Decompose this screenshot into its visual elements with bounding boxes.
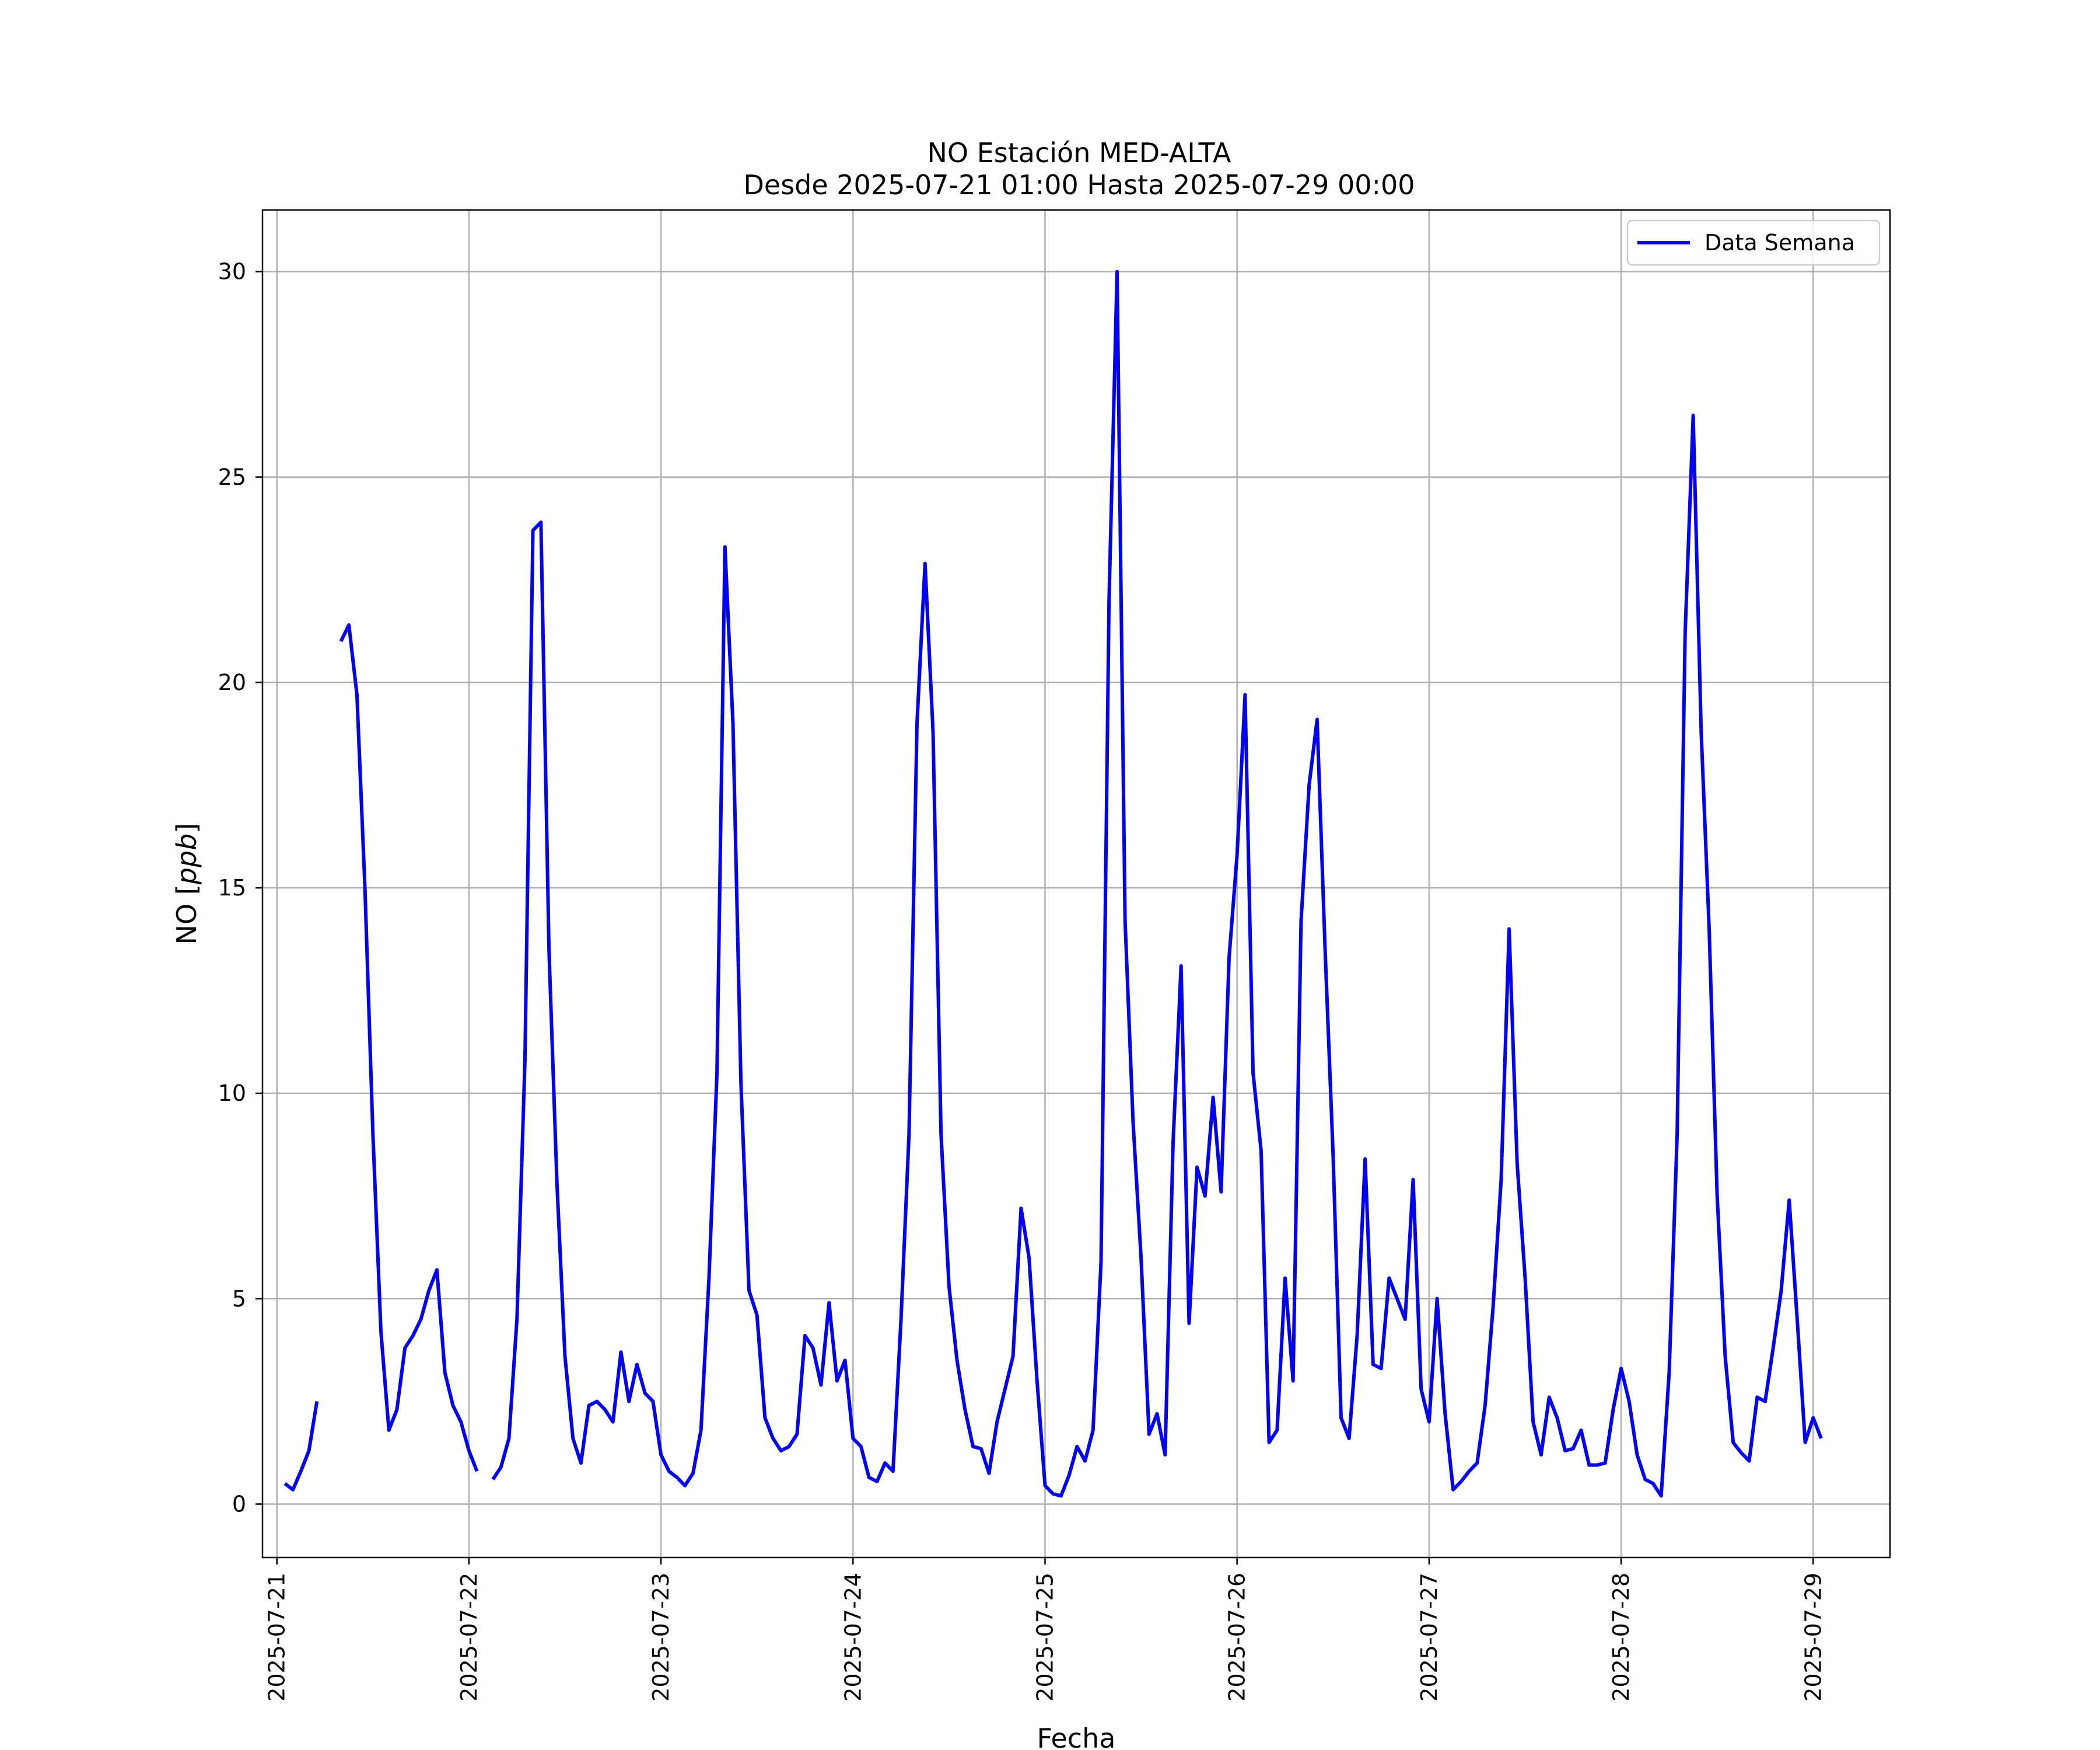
x-tick-label: 2025-07-25: [1032, 1573, 1058, 1702]
y-axis-label: NO [ppb]: [171, 823, 202, 945]
series-layer: [284, 270, 1823, 1498]
legend-label-data-semana: Data Semana: [1704, 230, 1855, 256]
plot-area-frame: [261, 209, 1891, 1559]
x-tick-label: 2025-07-23: [648, 1573, 674, 1702]
series-line-data-semana: [284, 270, 1823, 1498]
y-axis-label-prefix: NO [: [171, 884, 202, 944]
chart-title-line-2: Desde 2025-07-21 01:00 Hasta 2025-07-29 …: [743, 169, 1415, 201]
x-tick-label: 2025-07-26: [1224, 1573, 1250, 1702]
chart-title-line-1: NO Estación MED-ALTA: [927, 137, 1231, 169]
x-tick-label: 2025-07-29: [1800, 1573, 1826, 1702]
x-tick-label: 2025-07-28: [1608, 1573, 1634, 1702]
y-tick-label: 30: [218, 259, 246, 285]
y-axis-label-suffix: ]: [171, 823, 202, 834]
x-tick-label: 2025-07-21: [264, 1573, 290, 1702]
y-tick-label: 25: [218, 464, 246, 490]
legend-box: [1626, 219, 1881, 266]
y-tick-label: 15: [218, 875, 246, 901]
grid: [262, 210, 1890, 1558]
y-tick-label: 10: [218, 1080, 246, 1106]
legend: Data Semana: [1626, 219, 1881, 266]
y-axis-label-unit: ppb: [171, 834, 202, 886]
x-tick-label: 2025-07-22: [456, 1573, 482, 1702]
x-tick-label: 2025-07-24: [840, 1573, 866, 1702]
y-tick-label: 0: [232, 1491, 246, 1517]
y-tick-label: 5: [232, 1286, 246, 1311]
y-tick-label: 20: [218, 670, 246, 695]
x-axis-label: Fecha: [1037, 1723, 1116, 1750]
x-tick-label: 2025-07-27: [1416, 1573, 1442, 1702]
axis-ticks: 2025-07-21 2025-07-22 2025-07-23 2025-07-24…: [218, 259, 1826, 1702]
